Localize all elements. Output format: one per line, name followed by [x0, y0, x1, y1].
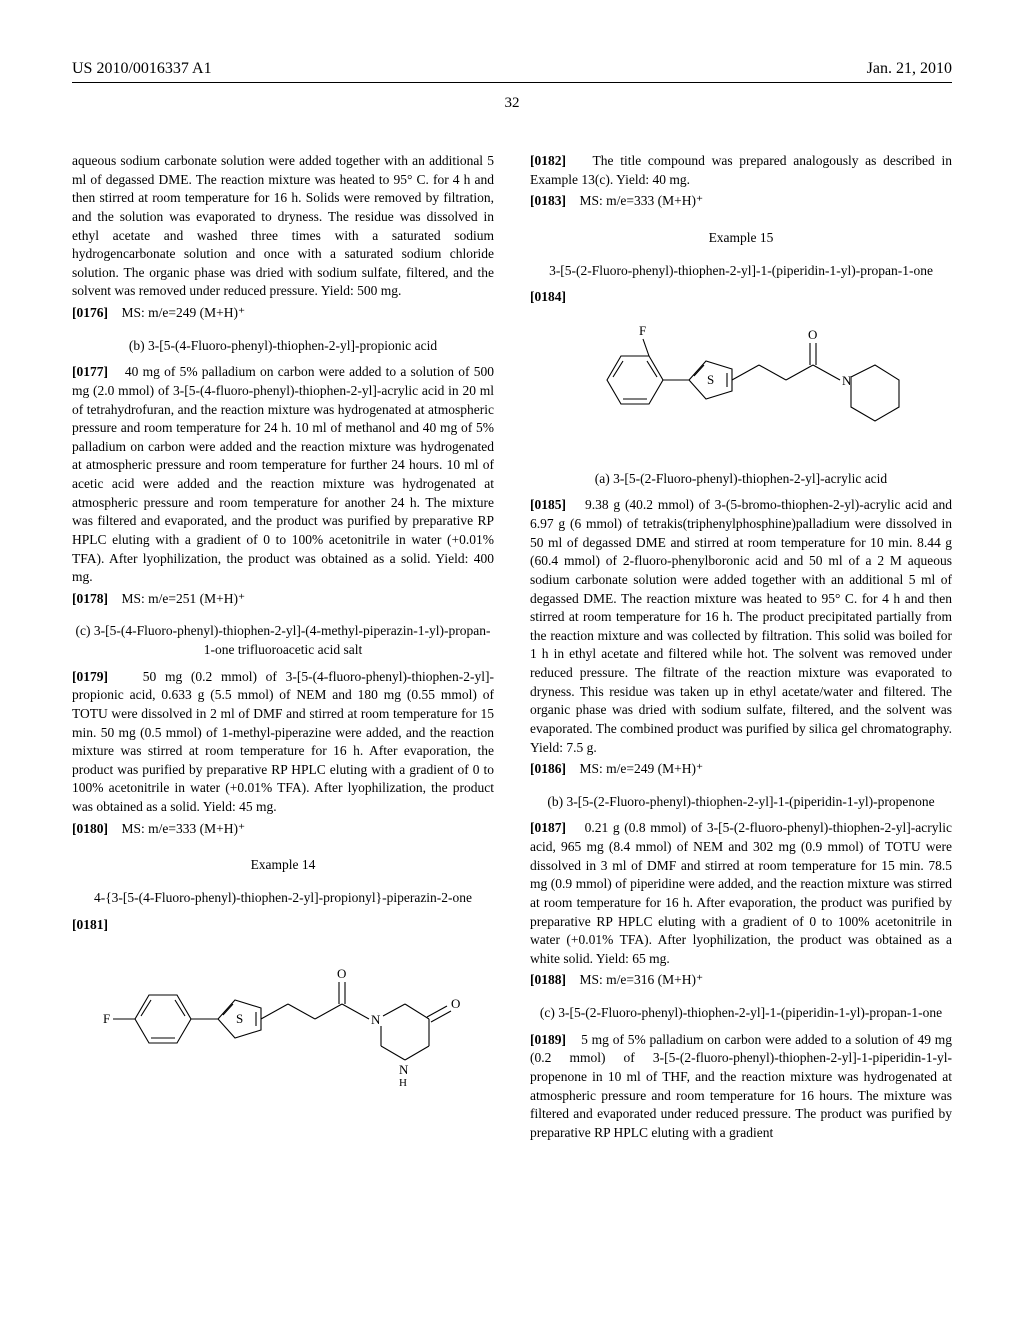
para-ref: [0183]	[530, 193, 566, 208]
para-0181: [0181]	[72, 916, 494, 935]
para-ref: [0188]	[530, 972, 566, 987]
para-text: 9.38 g (40.2 mmol) of 3-(5-bromo-thiophe…	[530, 497, 952, 754]
example-14-title: 4-{3-[5-(4-Fluoro-phenyl)-thiophen-2-yl]…	[72, 889, 494, 908]
ms-data: MS: m/e=249 (M+H)⁺	[580, 761, 704, 776]
para-ref: [0182]	[530, 153, 566, 168]
para-0185: [0185] 9.38 g (40.2 mmol) of 3-(5-bromo-…	[530, 496, 952, 757]
publication-date: Jan. 21, 2010	[867, 60, 952, 78]
header-rule	[72, 82, 952, 83]
para-0183: [0183] MS: m/e=333 (M+H)⁺	[530, 192, 952, 211]
ms-data: MS: m/e=249 (M+H)⁺	[122, 305, 246, 320]
section-b-title: (b) 3-[5-(4-Fluoro-phenyl)-thiophen-2-yl…	[72, 337, 494, 356]
para-ref: [0185]	[530, 497, 566, 512]
para-0176: [0176] MS: m/e=249 (M+H)⁺	[72, 304, 494, 323]
section-c-title-right: (c) 3-[5-(2-Fluoro-phenyl)-thiophen-2-yl…	[530, 1004, 952, 1023]
ms-data: MS: m/e=333 (M+H)⁺	[122, 821, 246, 836]
para-text: 5 mg of 5% palladium on carbon were adde…	[530, 1032, 952, 1140]
svg-text:S: S	[236, 1011, 243, 1026]
svg-text:S: S	[707, 372, 714, 387]
para-ref: [0178]	[72, 591, 108, 606]
para-0188: [0188] MS: m/e=316 (M+H)⁺	[530, 971, 952, 990]
left-column: aqueous sodium carbonate solution were a…	[72, 152, 494, 1145]
svg-text:N: N	[399, 1062, 409, 1077]
para-ref: [0187]	[530, 820, 566, 835]
chemical-structure-ex14: F S	[93, 948, 473, 1098]
para-0180: [0180] MS: m/e=333 (M+H)⁺	[72, 820, 494, 839]
page-header: US 2010/0016337 A1 Jan. 21, 2010	[72, 60, 952, 78]
para-ref: [0180]	[72, 821, 108, 836]
para-text: 50 mg (0.2 mmol) of 3-[5-(4-fluoro-pheny…	[72, 669, 494, 814]
right-column: [0182] The title compound was prepared a…	[530, 152, 952, 1145]
para-0189: [0189] 5 mg of 5% palladium on carbon we…	[530, 1031, 952, 1143]
section-b-title-right: (b) 3-[5-(2-Fluoro-phenyl)-thiophen-2-yl…	[530, 793, 952, 812]
para-text: 40 mg of 5% palladium on carbon were add…	[72, 364, 494, 584]
para-0177: [0177] 40 mg of 5% palladium on carbon w…	[72, 363, 494, 587]
para-0187: [0187] 0.21 g (0.8 mmol) of 3-[5-(2-fluo…	[530, 819, 952, 968]
para-ref: [0186]	[530, 761, 566, 776]
para-0182: [0182] The title compound was prepared a…	[530, 152, 952, 189]
section-c-title: (c) 3-[5-(4-Fluoro-phenyl)-thiophen-2-yl…	[72, 622, 494, 659]
para-text: 0.21 g (0.8 mmol) of 3-[5-(2-fluoro-phen…	[530, 820, 952, 965]
svg-text:O: O	[451, 996, 460, 1011]
para-ref: [0176]	[72, 305, 108, 320]
chemical-structure-ex15: F S	[571, 321, 911, 456]
para-0186: [0186] MS: m/e=249 (M+H)⁺	[530, 760, 952, 779]
section-a-title: (a) 3-[5-(2-Fluoro-phenyl)-thiophen-2-yl…	[530, 470, 952, 489]
para-0175-continuation: aqueous sodium carbonate solution were a…	[72, 152, 494, 301]
para-ref: [0181]	[72, 917, 108, 932]
ms-data: MS: m/e=316 (M+H)⁺	[580, 972, 704, 987]
para-0179: [0179] 50 mg (0.2 mmol) of 3-[5-(4-fluor…	[72, 668, 494, 817]
patent-page: US 2010/0016337 A1 Jan. 21, 2010 32 aque…	[0, 0, 1024, 1320]
svg-text:O: O	[337, 966, 346, 981]
svg-text:H: H	[399, 1077, 407, 1089]
page-number: 32	[72, 95, 952, 112]
para-ref: [0179]	[72, 669, 108, 684]
para-ref: [0184]	[530, 289, 566, 304]
para-ref: [0177]	[72, 364, 108, 379]
publication-number: US 2010/0016337 A1	[72, 60, 212, 78]
svg-text:F: F	[103, 1011, 110, 1026]
example-15-title: 3-[5-(2-Fluoro-phenyl)-thiophen-2-yl]-1-…	[530, 262, 952, 281]
ms-data: MS: m/e=251 (M+H)⁺	[122, 591, 246, 606]
svg-text:O: O	[808, 327, 817, 342]
para-ref: [0189]	[530, 1032, 566, 1047]
para-0184: [0184]	[530, 288, 952, 307]
ms-data: MS: m/e=333 (M+H)⁺	[580, 193, 704, 208]
example-14-label: Example 14	[72, 856, 494, 875]
para-text: The title compound was prepared analogou…	[530, 153, 952, 187]
svg-text:F: F	[639, 323, 646, 338]
two-column-layout: aqueous sodium carbonate solution were a…	[72, 152, 952, 1145]
svg-text:N: N	[371, 1012, 381, 1027]
example-15-label: Example 15	[530, 229, 952, 248]
para-0178: [0178] MS: m/e=251 (M+H)⁺	[72, 590, 494, 609]
